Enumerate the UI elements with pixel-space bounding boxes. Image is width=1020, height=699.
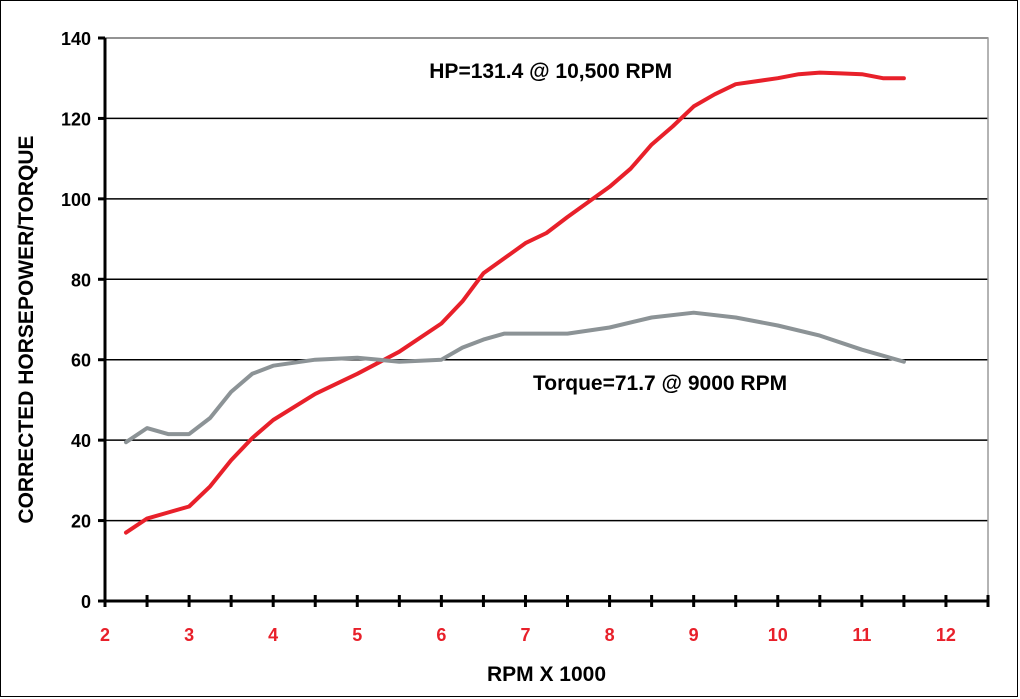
x-tick-label: 9 (689, 625, 699, 645)
x-tick-label: 10 (768, 625, 788, 645)
x-tick-label: 8 (605, 625, 615, 645)
y-tick-label: 60 (71, 351, 91, 371)
y-tick-label: 80 (71, 270, 91, 290)
y-tick-label: 120 (61, 109, 91, 129)
y-tick-label: 40 (71, 431, 91, 451)
y-tick-label: 0 (81, 592, 91, 612)
grid-lines (105, 37, 988, 522)
axes (98, 36, 990, 607)
x-tick-label: 5 (352, 625, 362, 645)
y-tick-label: 100 (61, 190, 91, 210)
y-tick-label: 140 (61, 29, 91, 49)
hp-peak-annotation: HP=131.4 @ 10,500 RPM (429, 60, 672, 83)
x-tick-label: 6 (436, 625, 446, 645)
x-tick-labels: 2 3 4 5 6 7 8 9 10 11 12 (100, 625, 956, 645)
y-tick-labels: 0 20 40 60 80 100 120 140 (61, 29, 91, 612)
hp-series-line (124, 70, 906, 535)
y-axis-title: CORRECTED HORSEPOWER/TORQUE (15, 135, 38, 523)
y-tick-label: 20 (71, 512, 91, 532)
x-tick-label: 4 (268, 625, 278, 645)
torque-peak-annotation: Torque=71.7 @ 9000 RPM (533, 372, 787, 395)
x-tick-label: 12 (936, 625, 956, 645)
x-tick-label: 11 (852, 625, 871, 645)
series-lines (124, 70, 906, 535)
x-tick-label: 2 (100, 625, 110, 645)
plot-area (104, 37, 989, 602)
x-axis-title: RPM X 1000 (487, 663, 606, 686)
x-tick-label: 7 (520, 625, 530, 645)
x-tick-label: 3 (184, 625, 194, 645)
torque-series-line (124, 310, 906, 445)
